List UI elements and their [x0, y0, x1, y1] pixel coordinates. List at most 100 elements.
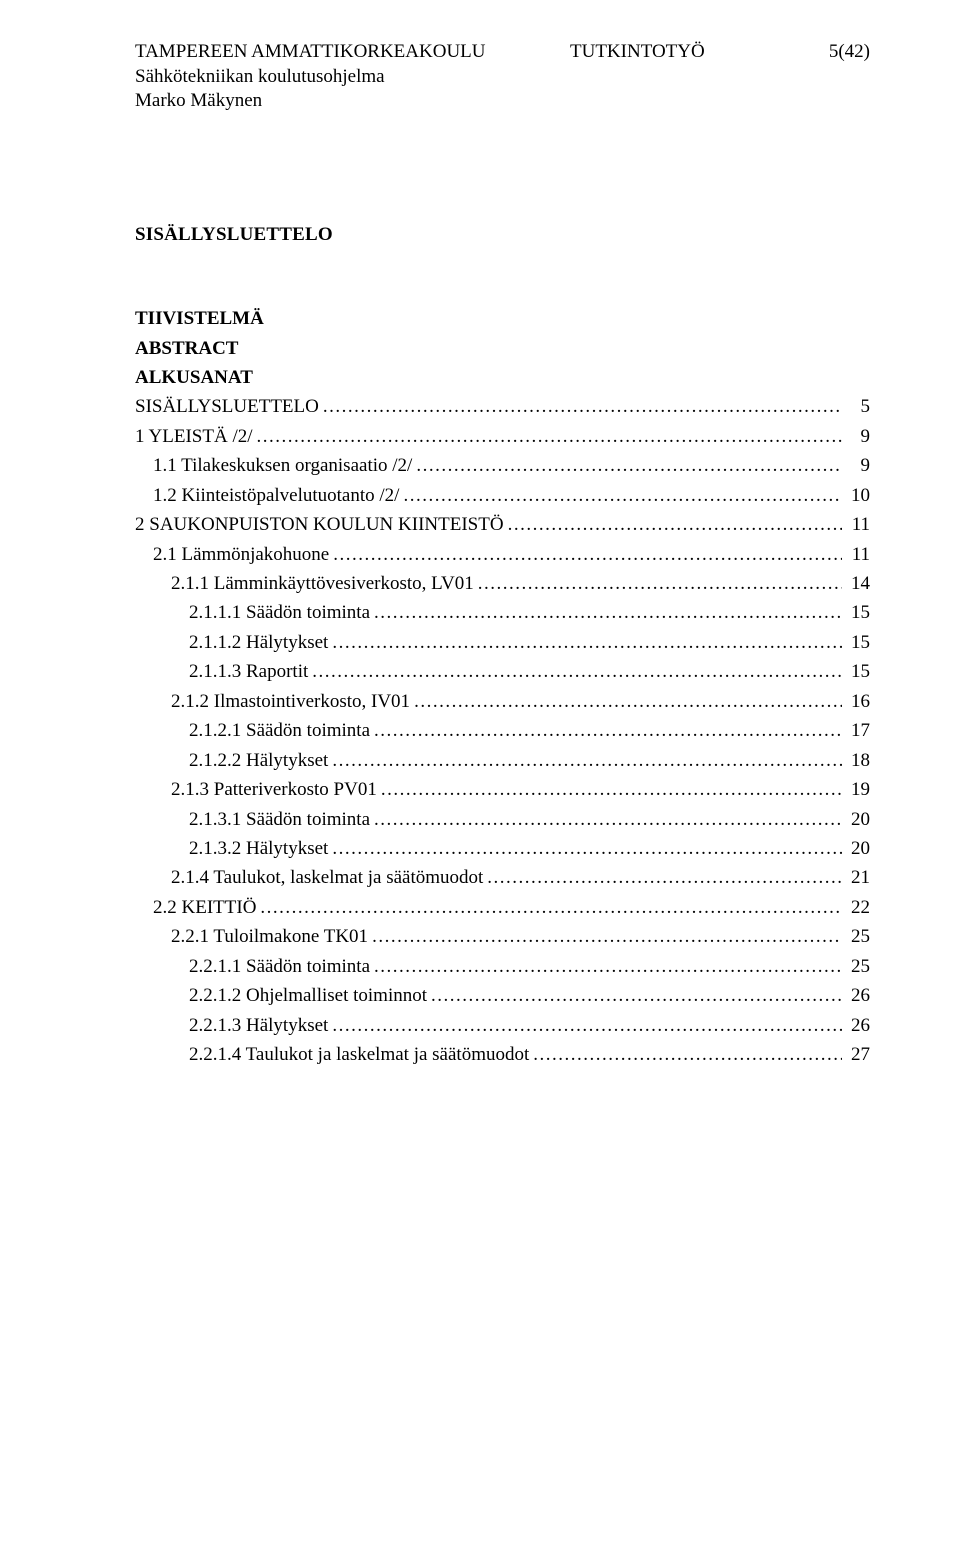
- toc-entry-page: 9: [842, 451, 870, 480]
- toc-entry-page: 18: [842, 746, 870, 775]
- toc-entry: 2.2 KEITTIÖ 22: [135, 893, 870, 922]
- toc-entry: 2.1.1.2 Hälytykset 15: [135, 628, 870, 657]
- toc-entry: 2.1.3 Patteriverkosto PV01 19: [135, 775, 870, 804]
- toc-dot-leader: [377, 775, 842, 804]
- toc-dot-leader: [370, 716, 842, 745]
- toc-entry-page: 5: [842, 392, 870, 421]
- toc-entry-label: 2.1.3.2 Hälytykset: [189, 834, 328, 863]
- toc-entry-page: 15: [842, 598, 870, 627]
- header-page-of: 5(42): [790, 40, 870, 65]
- toc-entry-page: 11: [842, 510, 870, 539]
- toc-entry-label: 2.2.1.1 Säädön toiminta: [189, 952, 370, 981]
- toc-entry-page: 10: [842, 481, 870, 510]
- toc-entry-label: 1.1 Tilakeskuksen organisaatio /2/: [153, 451, 412, 480]
- toc-entry: 2.2.1 Tuloilmakone TK01 25: [135, 922, 870, 951]
- toc-entry: 2.2.1.3 Hälytykset 26: [135, 1011, 870, 1040]
- toc-dot-leader: [368, 922, 842, 951]
- toc-dot-leader: [370, 598, 842, 627]
- toc-entry-page: 9: [842, 422, 870, 451]
- toc-dot-leader: [328, 1011, 842, 1040]
- toc-dot-leader: [319, 392, 842, 421]
- toc-entry-label: 2.1 Lämmönjakohuone: [153, 540, 329, 569]
- toc-entry-page: 15: [842, 628, 870, 657]
- toc-dot-leader: [474, 569, 842, 598]
- toc-dot-leader: [412, 451, 842, 480]
- header-doc-type: TUTKINTOTYÖ: [570, 40, 790, 65]
- toc-dot-leader: [256, 893, 842, 922]
- toc-entry-page: 26: [842, 1011, 870, 1040]
- table-of-contents: SISÄLLYSLUETTELO51 YLEISTÄ /2/91.1 Tilak…: [135, 392, 870, 1069]
- toc-entry: 2 SAUKONPUISTON KOULUN KIINTEISTÖ 11: [135, 510, 870, 539]
- toc-entry-label: 2.2.1.3 Hälytykset: [189, 1011, 328, 1040]
- toc-dot-leader: [329, 540, 842, 569]
- toc-entry-label: 2 SAUKONPUISTON KOULUN KIINTEISTÖ: [135, 510, 504, 539]
- toc-entry-label: SISÄLLYSLUETTELO: [135, 392, 319, 421]
- toc-dot-leader: [253, 422, 842, 451]
- toc-entry-page: 21: [842, 863, 870, 892]
- toc-entry: 2.1.3.2 Hälytykset 20: [135, 834, 870, 863]
- toc-dot-leader: [370, 805, 842, 834]
- toc-entry: 2.1.2.1 Säädön toiminta 17: [135, 716, 870, 745]
- toc-entry-page: 17: [842, 716, 870, 745]
- toc-dot-leader: [328, 834, 842, 863]
- toc-dot-leader: [370, 952, 842, 981]
- toc-entry-page: 20: [842, 805, 870, 834]
- toc-entry-label: 2.1.1.3 Raportit: [189, 657, 308, 686]
- toc-entry-label: 1 YLEISTÄ /2/: [135, 422, 253, 451]
- toc-entry-label: 2.2.1.2 Ohjelmalliset toiminnot: [189, 981, 427, 1010]
- toc-entry-page: 26: [842, 981, 870, 1010]
- toc-dot-leader: [529, 1040, 842, 1069]
- toc-entry: 1.2 Kiinteistöpalvelutuotanto /2/10: [135, 481, 870, 510]
- toc-entry: 2.1.3.1 Säädön toiminta 20: [135, 805, 870, 834]
- toc-entry-page: 16: [842, 687, 870, 716]
- toc-entry-page: 25: [842, 952, 870, 981]
- toc-entry-label: 2.1.1.1 Säädön toiminta: [189, 598, 370, 627]
- toc-entry: 2.2.1.4 Taulukot ja laskelmat ja säätömu…: [135, 1040, 870, 1069]
- front-matter-item: TIIVISTELMÄ: [135, 304, 870, 333]
- toc-entry-page: 25: [842, 922, 870, 951]
- toc-entry-label: 1.2 Kiinteistöpalvelutuotanto /2/: [153, 481, 399, 510]
- toc-entry-page: 22: [842, 893, 870, 922]
- header-author: Marko Mäkynen: [135, 89, 870, 114]
- toc-entry-page: 20: [842, 834, 870, 863]
- front-matter-item: ALKUSANAT: [135, 363, 870, 392]
- toc-dot-leader: [328, 746, 842, 775]
- page-header: TAMPEREEN AMMATTIKORKEAKOULU TUTKINTOTYÖ…: [135, 40, 870, 65]
- toc-entry-label: 2.1.3.1 Säädön toiminta: [189, 805, 370, 834]
- front-matter: TIIVISTELMÄ ABSTRACT ALKUSANAT: [135, 304, 870, 392]
- toc-entry-page: 14: [842, 569, 870, 598]
- toc-dot-leader: [308, 657, 842, 686]
- toc-entry-label: 2.2.1 Tuloilmakone TK01: [171, 922, 368, 951]
- toc-dot-leader: [410, 687, 842, 716]
- toc-entry-page: 19: [842, 775, 870, 804]
- toc-entry: 2.1.4 Taulukot, laskelmat ja säätömuodot…: [135, 863, 870, 892]
- toc-dot-leader: [504, 510, 842, 539]
- toc-entry-label: 2.1.1 Lämminkäyttövesiverkosto, LV01: [171, 569, 474, 598]
- header-institution: TAMPEREEN AMMATTIKORKEAKOULU: [135, 40, 570, 65]
- toc-entry-label: 2.2.1.4 Taulukot ja laskelmat ja säätömu…: [189, 1040, 529, 1069]
- toc-entry-label: 2.1.1.2 Hälytykset: [189, 628, 328, 657]
- toc-entry-page: 15: [842, 657, 870, 686]
- toc-dot-leader: [328, 628, 842, 657]
- toc-entry-label: 2.1.4 Taulukot, laskelmat ja säätömuodot: [171, 863, 483, 892]
- toc-entry: 2.1.2 Ilmastointiverkosto, IV01 16: [135, 687, 870, 716]
- toc-entry: 2.1.1.3 Raportit 15: [135, 657, 870, 686]
- front-matter-item: ABSTRACT: [135, 334, 870, 363]
- toc-entry: 2.1.1.1 Säädön toiminta 15: [135, 598, 870, 627]
- toc-entry-label: 2.1.2 Ilmastointiverkosto, IV01: [171, 687, 410, 716]
- toc-entry-page: 27: [842, 1040, 870, 1069]
- toc-entry: 2.1 Lämmönjakohuone 11: [135, 540, 870, 569]
- toc-entry-label: 2.1.3 Patteriverkosto PV01: [171, 775, 377, 804]
- toc-entry: SISÄLLYSLUETTELO 5: [135, 392, 870, 421]
- toc-entry: 2.2.1.2 Ohjelmalliset toiminnot 26: [135, 981, 870, 1010]
- toc-entry: 2.1.1 Lämminkäyttövesiverkosto, LV01 14: [135, 569, 870, 598]
- toc-entry-label: 2.1.2.1 Säädön toiminta: [189, 716, 370, 745]
- toc-entry: 1 YLEISTÄ /2/9: [135, 422, 870, 451]
- toc-entry-page: 11: [842, 540, 870, 569]
- toc-dot-leader: [483, 863, 842, 892]
- header-program: Sähkötekniikan koulutusohjelma: [135, 65, 870, 90]
- document-page: TAMPEREEN AMMATTIKORKEAKOULU TUTKINTOTYÖ…: [0, 0, 960, 1546]
- toc-entry: 2.1.2.2 Hälytykset18: [135, 746, 870, 775]
- toc-entry-label: 2.2 KEITTIÖ: [153, 893, 256, 922]
- toc-dot-leader: [399, 481, 842, 510]
